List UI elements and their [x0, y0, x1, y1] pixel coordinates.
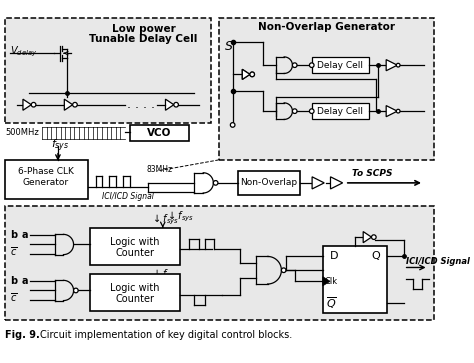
Text: VCO: VCO	[147, 128, 171, 138]
Circle shape	[230, 123, 235, 127]
Bar	[238, 171, 300, 195]
Text: Circuit implementation of key digital control blocks.: Circuit implementation of key digital co…	[39, 330, 292, 340]
Text: $S$: $S$	[224, 40, 234, 53]
Text: Logic with: Logic with	[110, 283, 160, 293]
Text: Q: Q	[371, 252, 380, 261]
Circle shape	[250, 72, 255, 77]
Polygon shape	[23, 99, 31, 110]
Circle shape	[396, 109, 400, 113]
Polygon shape	[165, 99, 174, 110]
Text: Non-Overlap: Non-Overlap	[240, 178, 297, 187]
Text: a: a	[22, 230, 28, 240]
Bar	[5, 160, 88, 199]
Text: Delay Cell: Delay Cell	[317, 107, 363, 116]
Text: Low power: Low power	[111, 24, 175, 34]
Circle shape	[31, 102, 36, 107]
Bar	[90, 228, 180, 265]
Text: a: a	[22, 276, 28, 286]
Circle shape	[174, 102, 178, 107]
Text: . . . .: . . . .	[127, 98, 155, 111]
Text: 6-Phase CLK: 6-Phase CLK	[18, 167, 74, 176]
Bar	[90, 274, 180, 311]
Circle shape	[372, 235, 376, 240]
Bar	[312, 57, 369, 73]
Text: b: b	[10, 276, 17, 286]
Bar	[5, 18, 210, 123]
Polygon shape	[242, 69, 250, 79]
Circle shape	[310, 109, 314, 114]
Circle shape	[310, 63, 314, 68]
Text: $\downarrow f_{sys}$: $\downarrow f_{sys}$	[166, 210, 195, 224]
Circle shape	[292, 109, 297, 114]
Text: Delay Cell: Delay Cell	[317, 61, 363, 70]
Polygon shape	[330, 177, 343, 189]
Text: $\overline{c}$: $\overline{c}$	[10, 245, 18, 258]
Bar	[130, 125, 190, 142]
Polygon shape	[363, 232, 372, 243]
Polygon shape	[64, 99, 73, 110]
Text: $\downarrow f_{sys}$: $\downarrow f_{sys}$	[151, 212, 179, 227]
Text: $f_{sys}$: $f_{sys}$	[52, 138, 70, 154]
Circle shape	[282, 268, 286, 273]
Text: Counter: Counter	[116, 294, 155, 304]
Circle shape	[73, 288, 78, 293]
Polygon shape	[312, 177, 324, 189]
Text: ICI/ICD Signal: ICI/ICD Signal	[406, 257, 469, 266]
Circle shape	[396, 63, 400, 67]
Text: Counter: Counter	[116, 248, 155, 258]
Text: 500MHz: 500MHz	[6, 128, 39, 137]
Text: Non-Overlap Generator: Non-Overlap Generator	[258, 23, 395, 32]
Bar	[323, 246, 387, 314]
Circle shape	[73, 102, 77, 107]
Text: To SCPS: To SCPS	[352, 169, 392, 178]
Bar	[219, 18, 434, 160]
Circle shape	[292, 63, 297, 68]
Text: $\overline{c}$: $\overline{c}$	[10, 291, 18, 304]
Text: ICI/ICD Signal: ICI/ICD Signal	[102, 192, 154, 201]
Text: $V_{delay}$: $V_{delay}$	[10, 44, 37, 58]
Text: Tunable Delay Cell: Tunable Delay Cell	[89, 34, 198, 44]
Circle shape	[250, 72, 255, 77]
Text: $\overline{Q}$: $\overline{Q}$	[327, 295, 337, 311]
Polygon shape	[386, 106, 397, 117]
Circle shape	[213, 180, 218, 185]
Polygon shape	[242, 69, 250, 79]
Text: $\downarrow f_{sys}$: $\downarrow f_{sys}$	[151, 268, 179, 282]
Text: Fig. 9.: Fig. 9.	[5, 330, 39, 340]
Text: Generator: Generator	[23, 178, 69, 187]
Text: D: D	[330, 252, 338, 261]
Text: Logic with: Logic with	[110, 237, 160, 247]
Text: Clk: Clk	[325, 277, 338, 286]
Text: 83MHz: 83MHz	[146, 164, 173, 174]
Bar	[5, 206, 434, 320]
Bar	[312, 103, 369, 119]
Polygon shape	[323, 277, 330, 286]
Polygon shape	[386, 60, 397, 71]
Text: b: b	[10, 230, 17, 240]
